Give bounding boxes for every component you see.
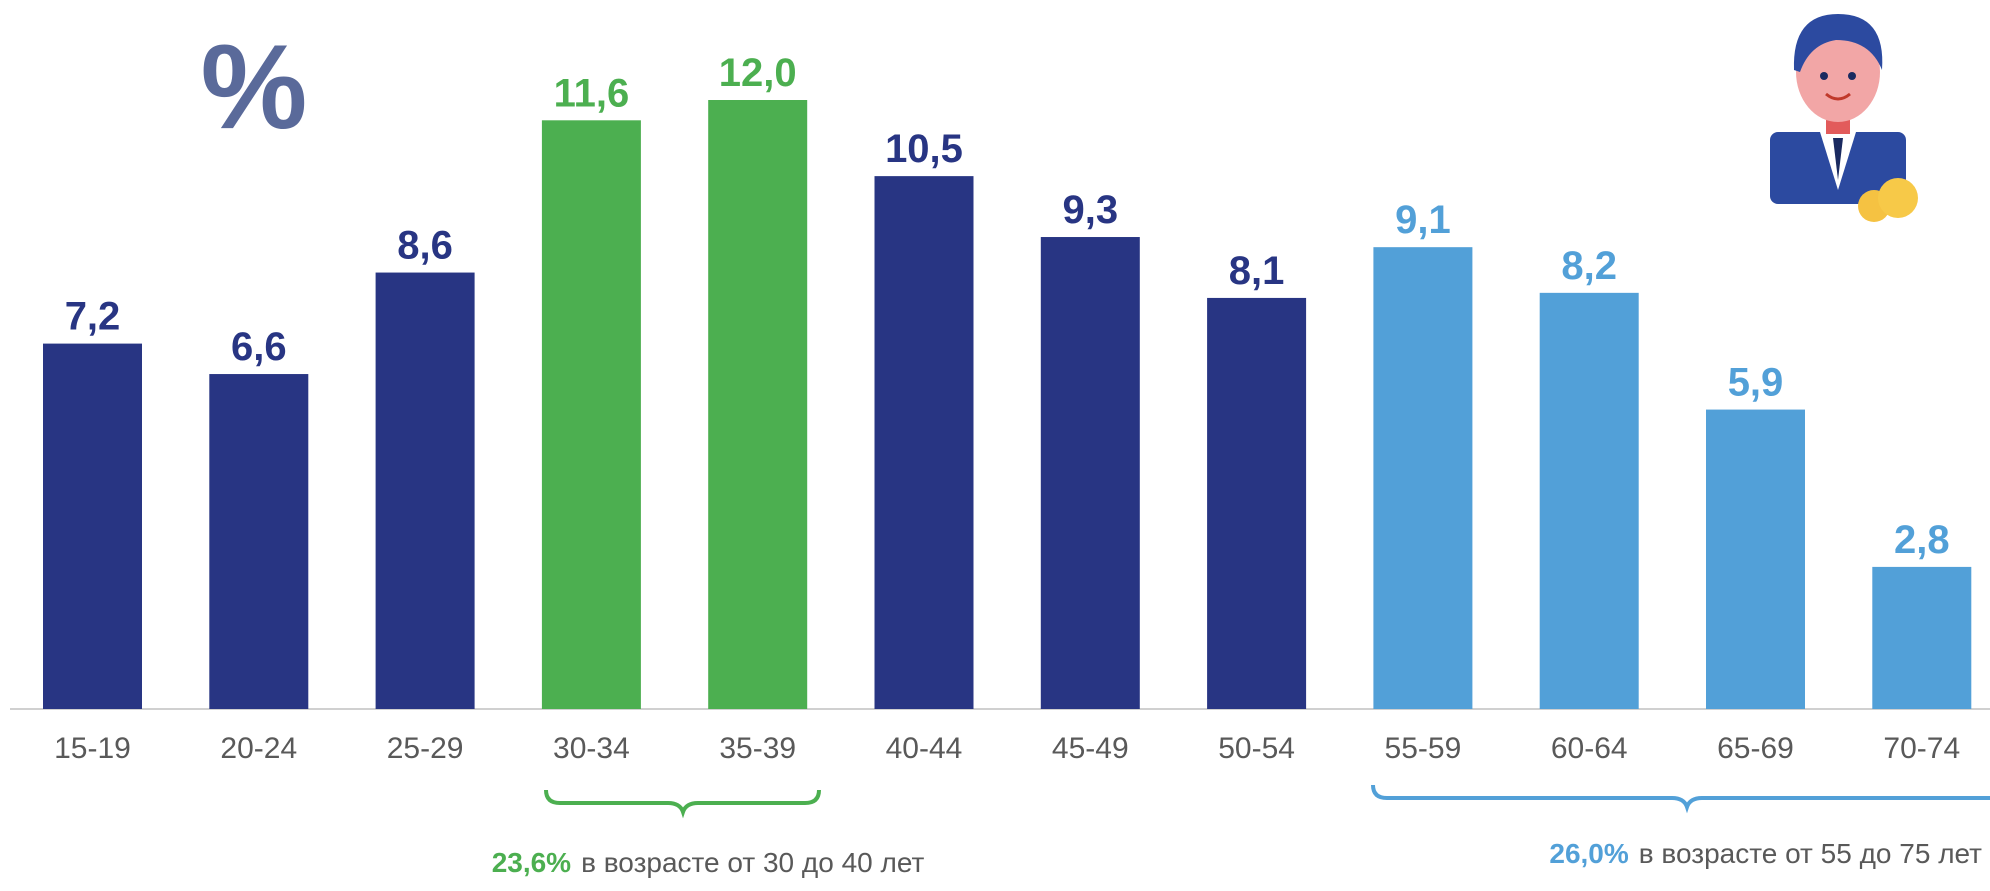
bar: [375, 272, 475, 709]
bar: [1207, 297, 1307, 709]
value-label: 11,6: [554, 71, 630, 115]
x-tick-label: 15-19: [54, 732, 131, 765]
unit-label: %: [201, 20, 308, 154]
x-tick-label: 20-24: [220, 732, 297, 765]
value-label: 8,6: [397, 224, 453, 268]
value-label: 8,1: [1229, 249, 1285, 293]
value-label: 6,6: [231, 325, 287, 369]
x-tick-label: 45-49: [1052, 732, 1129, 765]
bar: [708, 100, 808, 709]
annotation-value: 26,0%: [1549, 838, 1628, 869]
x-tick-label: 50-54: [1218, 732, 1295, 765]
x-tick-label: 25-29: [387, 732, 464, 765]
bar: [209, 374, 309, 709]
value-label: 8,2: [1561, 244, 1617, 288]
bar: [541, 120, 641, 710]
x-tick-label: 60-64: [1551, 732, 1628, 765]
x-tick-label: 55-59: [1385, 732, 1462, 765]
value-label: 9,3: [1062, 188, 1118, 232]
bar: [1706, 409, 1805, 709]
person-icon: [1770, 14, 1918, 222]
annotation: 23,6% в возрасте от 30 до 40 лет: [492, 847, 925, 878]
value-label: 10,5: [885, 127, 963, 171]
value-label: 7,2: [65, 295, 121, 339]
brace: [544, 789, 821, 819]
x-tick-label: 70-74: [1883, 732, 1960, 765]
value-label: 5,9: [1728, 361, 1784, 405]
bar: [43, 343, 142, 709]
annotation-text: в возрасте от 55 до 75 лет: [1639, 838, 1982, 869]
bar: [1539, 292, 1639, 709]
x-tick-label: 30-34: [553, 732, 630, 765]
bar: [1040, 237, 1140, 709]
brace: [1371, 784, 1990, 814]
x-tick-label: 35-39: [719, 732, 796, 765]
annotation-text: в возрасте от 30 до 40 лет: [581, 847, 924, 878]
x-tick-label: 40-44: [886, 732, 963, 765]
annotation: 26,0% в возрасте от 55 до 75 лет: [1549, 838, 1982, 869]
bar: [874, 176, 974, 709]
annotation-value: 23,6%: [492, 847, 571, 878]
bar: [1373, 247, 1473, 710]
x-tick-label: 65-69: [1717, 732, 1794, 765]
value-label: 12,0: [719, 51, 797, 95]
bar: [1872, 566, 1972, 709]
value-label: 9,1: [1395, 198, 1451, 242]
value-label: 2,8: [1894, 518, 1950, 562]
